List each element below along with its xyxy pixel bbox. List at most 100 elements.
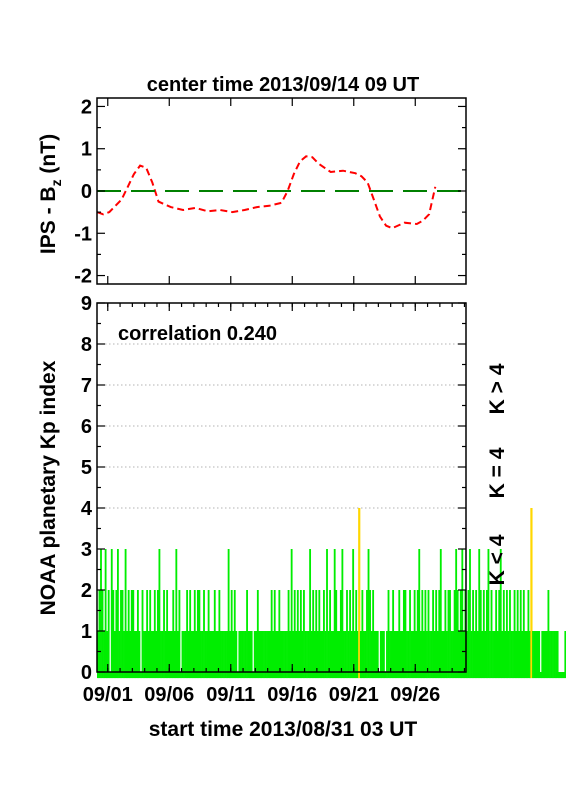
kp-bar (210, 631, 213, 679)
kp-bar (118, 631, 121, 679)
kp-bar (164, 631, 167, 679)
kp-bar (505, 590, 508, 679)
kp-bars (97, 508, 566, 679)
kp-bar (146, 590, 149, 679)
kp-bar (129, 631, 132, 679)
kp-bar (561, 672, 564, 679)
kp-bar (422, 631, 425, 679)
kp-bar (350, 631, 353, 679)
kp-bar (115, 590, 118, 679)
kp-bar (140, 672, 142, 679)
kp-bar (556, 631, 559, 679)
kp-bar (283, 631, 285, 679)
kp-bar (339, 590, 342, 679)
kp-bar (200, 631, 202, 679)
bottom-x-tick-label: 09/26 (390, 684, 440, 706)
kp-bar (290, 549, 293, 679)
kp-bar (266, 631, 268, 679)
kp-bar (498, 590, 501, 679)
kp-bar (203, 590, 205, 679)
kp-bar (126, 631, 129, 679)
kp-bar (135, 631, 138, 679)
kp-bar (387, 590, 390, 679)
top-y-tick-label: 2 (81, 96, 92, 118)
kp-bar (406, 631, 408, 679)
top-y-ticks: -2 -1 0 1 2 (74, 96, 466, 288)
bottom-x-axis-label: start time 2013/08/31 03 UT (149, 718, 418, 741)
kp-bar (204, 631, 207, 679)
kp-bar (393, 631, 396, 679)
kp-bar (238, 631, 241, 679)
kp-bar (252, 672, 255, 679)
kp-bar (552, 631, 554, 679)
kp-bar (255, 631, 258, 679)
kp-bar (470, 631, 473, 679)
kp-bar (192, 631, 195, 679)
kp-bar (169, 631, 172, 679)
kp-bar (195, 631, 198, 679)
top-y-tick-label: 1 (81, 139, 92, 161)
kp-bar (166, 590, 169, 679)
kp-bar (310, 631, 313, 679)
kp-bar (147, 631, 150, 679)
kp-bar (243, 631, 245, 679)
kp-bar (150, 631, 153, 679)
kp-bar (347, 631, 350, 679)
kp-bar (267, 631, 270, 679)
kp-bar (547, 590, 550, 679)
kp-bar (378, 672, 381, 679)
kp-bar (249, 631, 252, 679)
kp-bar (276, 631, 279, 679)
kp-bar (180, 672, 182, 679)
kp-bar (98, 590, 101, 679)
kp-bar (136, 590, 139, 679)
kp-bar (121, 590, 124, 679)
kp-bar (472, 590, 474, 679)
kp-bar (492, 631, 494, 679)
kp-bar (152, 631, 155, 679)
kp-bar (106, 631, 109, 679)
kp-bar (433, 631, 436, 679)
kp-bar (522, 590, 525, 679)
kp-bar (100, 549, 102, 679)
kp-bar (356, 631, 359, 679)
kp-bar (97, 631, 99, 679)
kp-bar (198, 590, 201, 679)
kp-bar (469, 549, 471, 679)
top-y-axis-label: IPS - Bz (nT) (37, 134, 64, 254)
kp-bar (487, 549, 490, 679)
kp-bar (524, 631, 527, 679)
kp-bar (533, 631, 536, 679)
kp-bar (338, 631, 341, 679)
bottom-y-tick-label: 1 (81, 621, 92, 643)
kp-bar (519, 590, 522, 679)
kp-bar (306, 631, 308, 679)
kp-bar (518, 631, 521, 679)
kp-bar (167, 631, 170, 679)
kp-bar (410, 631, 413, 679)
kp-bar (341, 549, 344, 679)
bottom-y-tick-label: 4 (81, 498, 93, 520)
kp-bar (538, 631, 541, 679)
kp-bar (376, 631, 379, 679)
kp-bar (201, 631, 204, 679)
bottom-x-tick-label: 09/11 (206, 684, 255, 706)
kp-bar (372, 590, 375, 679)
bottom-y-tick-label: 5 (81, 457, 92, 479)
bottom-y-tick-label: 0 (81, 662, 92, 684)
kp-bar (309, 549, 312, 679)
kp-bar (512, 631, 514, 679)
kp-bar (239, 631, 242, 679)
kp-bar (402, 590, 405, 679)
kp-bar (120, 590, 122, 679)
bottom-x-tick-label: 09/06 (144, 684, 194, 706)
kp-bar (335, 590, 338, 679)
kp-bar (321, 631, 324, 679)
kp-bar (416, 590, 419, 679)
kp-bar (535, 631, 538, 679)
top-plot-area (96, 155, 466, 230)
kp-bar (329, 590, 331, 679)
top-y-tick-label: -1 (74, 223, 92, 245)
kp-bar (562, 672, 565, 679)
kp-bar (389, 631, 391, 679)
